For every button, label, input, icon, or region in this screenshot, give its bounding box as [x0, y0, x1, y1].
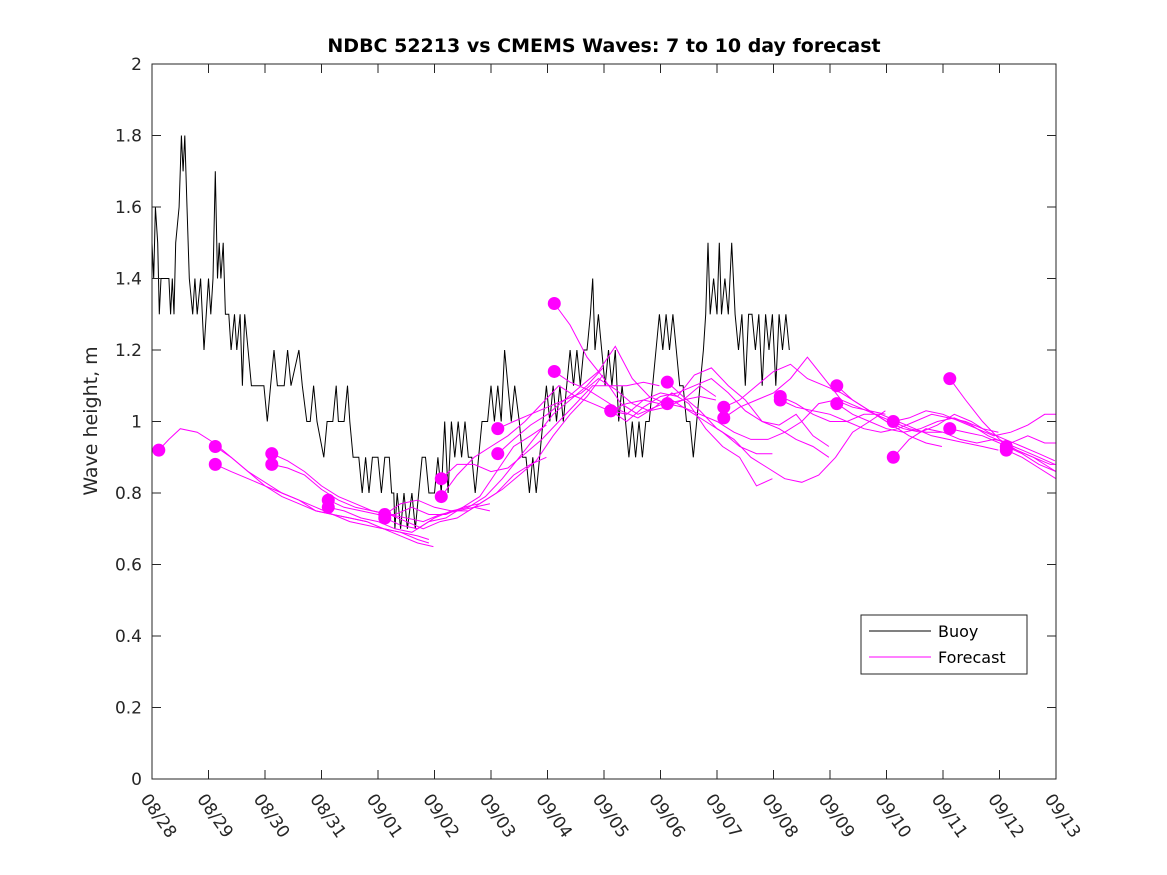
buoy-series	[152, 135, 790, 529]
forecast-line	[215, 446, 430, 544]
y-tick-label: 0.8	[115, 484, 142, 504]
forecast-init-marker	[491, 447, 505, 461]
forecast-init-marker	[321, 500, 335, 514]
y-tick-label: 1	[131, 413, 142, 433]
forecast-init-marker	[547, 297, 561, 311]
legend-box	[860, 614, 1028, 675]
forecast-line	[836, 403, 1056, 465]
y-tick-label: 0	[131, 770, 142, 790]
forecast-line	[892, 428, 1056, 458]
y-tick-label: 2	[131, 55, 142, 75]
forecast-line	[1006, 449, 1056, 480]
forecast-init-marker	[265, 447, 279, 461]
y-tick-label: 1.4	[115, 270, 142, 290]
y-tick-label: 1.2	[115, 341, 142, 361]
forecast-init-marker	[773, 393, 787, 407]
forecast-line	[384, 374, 604, 515]
forecast-init-marker	[943, 372, 957, 386]
forecast-init-marker	[152, 443, 166, 457]
legend-forecast-label: Forecast	[938, 648, 1006, 667]
forecast-line	[666, 381, 886, 483]
forecast-init-marker	[265, 457, 279, 471]
forecast-init-marker	[717, 411, 731, 425]
forecast-line	[780, 399, 999, 433]
y-tick-label: 1.6	[115, 198, 142, 218]
forecast-line	[328, 424, 547, 533]
forecast-line	[1006, 446, 1056, 473]
forecast-init-marker	[830, 379, 844, 393]
forecast-series	[152, 297, 1056, 548]
forecast-init-marker	[208, 440, 222, 454]
forecast-init-marker	[547, 364, 561, 378]
forecast-line	[440, 381, 660, 480]
chart-title: NDBC 52213 vs CMEMS Waves: 7 to 10 day f…	[327, 35, 880, 57]
forecast-init-marker	[660, 375, 674, 389]
buoy-line	[152, 135, 790, 529]
forecast-line	[610, 378, 830, 458]
forecast-init-marker	[943, 422, 957, 436]
forecast-init-marker	[604, 404, 618, 418]
forecast-init-marker	[886, 450, 900, 464]
y-tick-label: 0.2	[115, 699, 142, 719]
y-tick-label: 0.4	[115, 627, 142, 647]
forecast-init-marker	[491, 422, 505, 436]
forecast-init-marker	[886, 415, 900, 428]
forecast-init-marker	[660, 397, 674, 411]
forecast-init-marker	[434, 490, 448, 504]
forecast-init-marker	[434, 472, 448, 486]
forecast-line	[667, 399, 886, 440]
forecast-line	[328, 456, 547, 515]
y-axis-label: Wave height, m	[80, 346, 102, 495]
forecast-init-marker	[830, 397, 844, 411]
forecast-line	[610, 367, 830, 447]
forecast-line	[497, 377, 717, 430]
y-tick-label: 1.8	[115, 127, 142, 147]
forecast-line	[893, 410, 1056, 437]
forecast-init-marker	[999, 443, 1013, 457]
forecast-init-marker	[208, 457, 222, 471]
forecast-line	[497, 345, 717, 455]
y-tick-label: 0.6	[115, 556, 142, 576]
forecast-line	[384, 367, 604, 530]
legend-buoy-label: Buoy	[938, 622, 978, 641]
forecast-init-marker	[378, 511, 392, 525]
forecast-init-marker	[717, 400, 731, 414]
legend: Buoy Forecast	[860, 614, 1028, 675]
